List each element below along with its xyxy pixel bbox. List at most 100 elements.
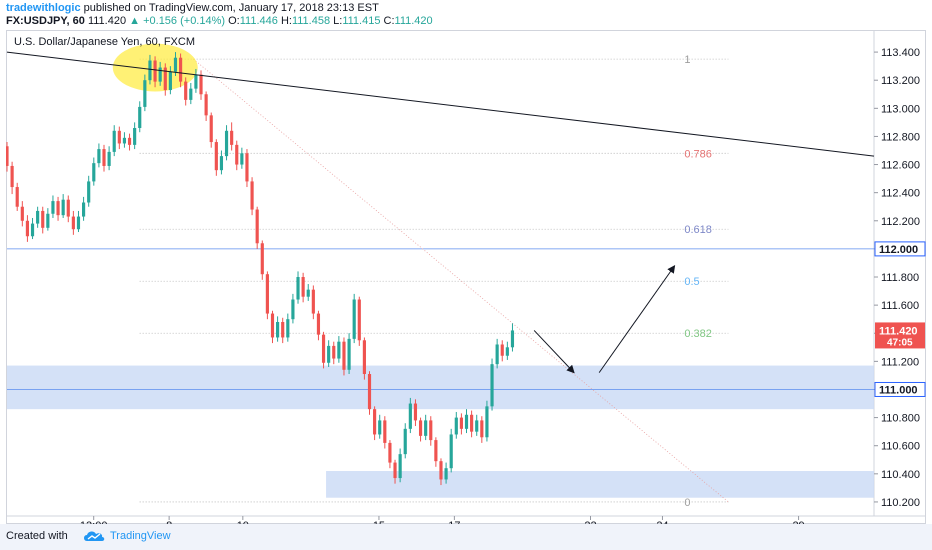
candle-body xyxy=(56,201,60,216)
candle-body xyxy=(148,60,152,81)
candle-body xyxy=(163,67,167,91)
candle-body xyxy=(82,202,86,217)
x-tick-label: 8 xyxy=(166,520,172,524)
chart-area[interactable]: 1 0.786 0.618 0.5 0.382 0 U.S. Dollar/Japanese… xyxy=(6,30,926,524)
candle-body xyxy=(179,57,183,82)
candle-body xyxy=(66,199,70,217)
candle-body xyxy=(388,442,392,463)
candle-body xyxy=(444,468,448,480)
candle-body xyxy=(230,130,234,145)
y-tick-label: 112.400 xyxy=(881,188,920,200)
price-chart[interactable]: 1 0.786 0.618 0.5 0.382 0 U.S. Dollar/Japanese… xyxy=(6,30,926,524)
candle-body xyxy=(470,414,474,432)
chart-header: tradewithlogic published on TradingView.… xyxy=(0,0,932,30)
x-tick-label: 12:00 xyxy=(80,520,108,524)
close-value: 111.420 xyxy=(394,15,433,27)
level-tag-label: 111.000 xyxy=(879,384,918,396)
candle-body xyxy=(301,277,305,297)
low-value: 111.415 xyxy=(342,15,381,27)
candle-body xyxy=(286,319,290,338)
candle-body xyxy=(20,206,24,221)
tradingview-brand: TradingView xyxy=(110,530,171,542)
candle-body xyxy=(429,420,433,441)
candle-body xyxy=(143,80,147,107)
candle-body xyxy=(454,417,458,435)
candle-body xyxy=(235,144,239,165)
current-price-tag xyxy=(875,322,925,349)
y-tick-label: 111.200 xyxy=(881,356,919,368)
candle-body xyxy=(367,374,372,410)
candle-body xyxy=(459,417,463,429)
candle-body xyxy=(276,322,280,338)
candle-body xyxy=(321,334,326,363)
candle-body xyxy=(173,57,178,72)
candle-body xyxy=(449,434,453,469)
candle-body xyxy=(112,130,116,152)
candle-body xyxy=(199,74,203,95)
candle-body xyxy=(342,341,346,370)
y-tick-label: 112.800 xyxy=(881,131,920,143)
high-value: 111.458 xyxy=(291,15,331,27)
candle-body xyxy=(475,420,479,432)
candle-body xyxy=(184,81,188,100)
candle-body xyxy=(87,181,91,203)
candle-body xyxy=(153,60,157,82)
y-tick-label: 111.600 xyxy=(881,300,919,312)
bar-countdown-label: 47:05 xyxy=(887,337,913,348)
resistance-trendline xyxy=(6,51,875,157)
footer-bar: Created with TradingView xyxy=(0,524,932,550)
fib-level-label: 0.5 xyxy=(684,276,699,288)
y-tick-label: 110.600 xyxy=(881,441,920,453)
y-tick-label: 111.800 xyxy=(881,272,919,284)
candle-body xyxy=(102,149,106,166)
y-tick-label: 112.600 xyxy=(881,160,920,172)
candle-body xyxy=(327,345,331,363)
y-tick-label: 112.200 xyxy=(881,216,920,228)
low-label: L: xyxy=(333,15,343,27)
candle-body xyxy=(495,344,499,365)
candle-body xyxy=(168,71,172,91)
candle-body xyxy=(15,187,19,207)
author-link[interactable]: tradewithlogic xyxy=(6,2,81,14)
y-tick-label: 113.400 xyxy=(881,47,920,59)
candle-body xyxy=(122,137,127,144)
candle-body xyxy=(209,115,213,143)
candle-body xyxy=(291,299,295,320)
x-tick-label: 29 xyxy=(792,520,804,524)
candle-body xyxy=(250,181,254,210)
candle-body xyxy=(403,428,407,455)
level-tag-box xyxy=(874,381,926,397)
candle-body xyxy=(510,330,515,348)
support-zone-2 xyxy=(326,471,874,498)
candle-body xyxy=(36,210,40,224)
y-tick-label: 110.200 xyxy=(881,497,920,509)
candle-body xyxy=(204,94,208,116)
candle-body xyxy=(332,345,336,359)
candle-body xyxy=(490,364,494,407)
candle-body xyxy=(194,74,198,89)
candle-body xyxy=(418,420,423,436)
candle-body xyxy=(398,454,402,479)
candle-body xyxy=(408,403,412,429)
tradingview-logo[interactable]: TradingView xyxy=(82,529,171,543)
candle-body xyxy=(46,213,50,228)
last-price: 111.420 xyxy=(87,15,127,27)
open-value: 111.446 xyxy=(239,15,278,27)
candle-body xyxy=(316,313,321,335)
candle-body xyxy=(260,243,264,275)
candle-body xyxy=(378,420,382,435)
projection-arrow-down xyxy=(533,330,575,374)
fib-level-label: 0.786 xyxy=(684,148,712,160)
candle-body xyxy=(352,299,356,339)
candle-body xyxy=(281,322,285,338)
tradingview-cloud-icon xyxy=(84,531,105,541)
candle-body xyxy=(337,341,341,359)
candle-body xyxy=(76,216,81,230)
y-tick-label: 110.400 xyxy=(881,469,920,481)
candle-body xyxy=(25,220,30,237)
candle-body xyxy=(424,420,428,436)
candle-body xyxy=(393,462,397,479)
candle-body xyxy=(41,210,45,228)
x-tick-label: 17 xyxy=(448,520,460,524)
candle-body xyxy=(117,130,121,144)
